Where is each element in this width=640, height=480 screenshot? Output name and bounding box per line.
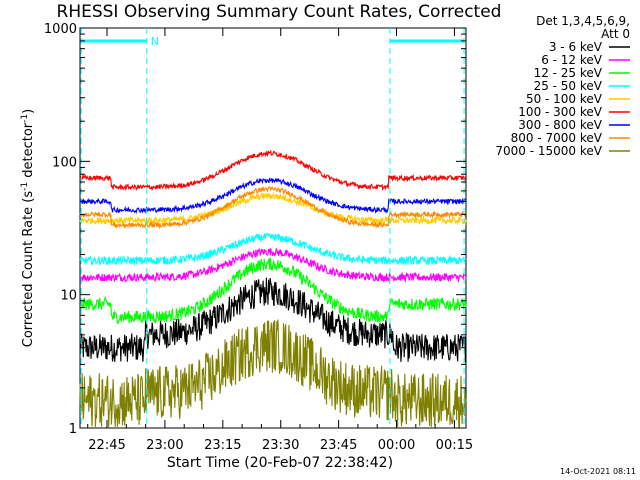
series-line-6: [79, 177, 467, 215]
series-line-0: [79, 277, 467, 363]
y-axis-label-mid: detector: [21, 122, 36, 182]
legend-label: 6 - 12 keV: [541, 53, 603, 67]
series-line-4: [79, 192, 467, 226]
x-axis-label: Start Time (20-Feb-07 22:38:42): [167, 455, 393, 471]
x-axis-ticks: 22:45 23:00 23:15 23:30 23:45 00:00 00:15: [87, 28, 473, 453]
night-markers: N: [80, 28, 465, 428]
y-tick-label: 1000: [44, 22, 77, 37]
x-tick-label: 23:30: [262, 438, 299, 453]
series-layer: [79, 149, 467, 428]
x-tick-label: 23:00: [146, 438, 183, 453]
y-tick-label: 100: [52, 155, 77, 170]
legend-header-attenuator: Att 0: [601, 27, 630, 41]
series-line-1: [79, 247, 467, 284]
legend-label: 12 - 25 keV: [534, 66, 603, 80]
x-tick-label: 23:45: [320, 438, 357, 453]
y-axis-label-main: Corrected Count Rate (s: [21, 191, 36, 348]
series-line-3: [79, 232, 467, 267]
footer-timestamp: 14-Oct-2021 08:11: [560, 467, 636, 476]
y-axis-label: Corrected Count Rate (s-1 detector-1): [20, 109, 36, 347]
legend-label: 300 - 800 keV: [518, 118, 602, 132]
x-tick-label: 00:15: [436, 438, 473, 453]
series-line-7: [79, 186, 467, 230]
x-tick-label: 22:45: [88, 438, 125, 453]
legend-label: 3 - 6 keV: [549, 40, 603, 54]
series-line-8: [79, 319, 467, 428]
plot-frame: [79, 27, 467, 429]
legend-label: 25 - 50 keV: [534, 79, 603, 93]
series-line-2: [79, 257, 467, 324]
series-line-5: [79, 149, 467, 192]
legend-label: 7000 - 15000 keV: [495, 144, 602, 158]
legend-label: 800 - 7000 keV: [511, 131, 603, 145]
legend-label: 100 - 300 keV: [518, 105, 602, 119]
night-label: N: [151, 35, 159, 48]
y-tick-label: 1: [69, 422, 77, 437]
x-tick-label: 00:00: [378, 438, 415, 453]
plot-area: N 1 10 100 1000 22:45 23:00 23:15 23:30 23:45 00…: [44, 22, 473, 453]
x-tick-label: 23:15: [204, 438, 241, 453]
legend-label: 50 - 100 keV: [526, 92, 603, 106]
legend-header-detectors: Det 1,3,4,5,6,9,: [536, 14, 630, 28]
chart-title: RHESSI Observing Summary Count Rates, Co…: [57, 2, 502, 22]
y-axis-label-sup1: -1: [20, 182, 30, 191]
y-axis-label-end: ): [21, 109, 36, 114]
y-axis-ticks: 1 10 100 1000: [44, 22, 466, 437]
y-tick-label: 10: [60, 289, 77, 304]
y-axis-label-sup2: -1: [20, 114, 30, 123]
